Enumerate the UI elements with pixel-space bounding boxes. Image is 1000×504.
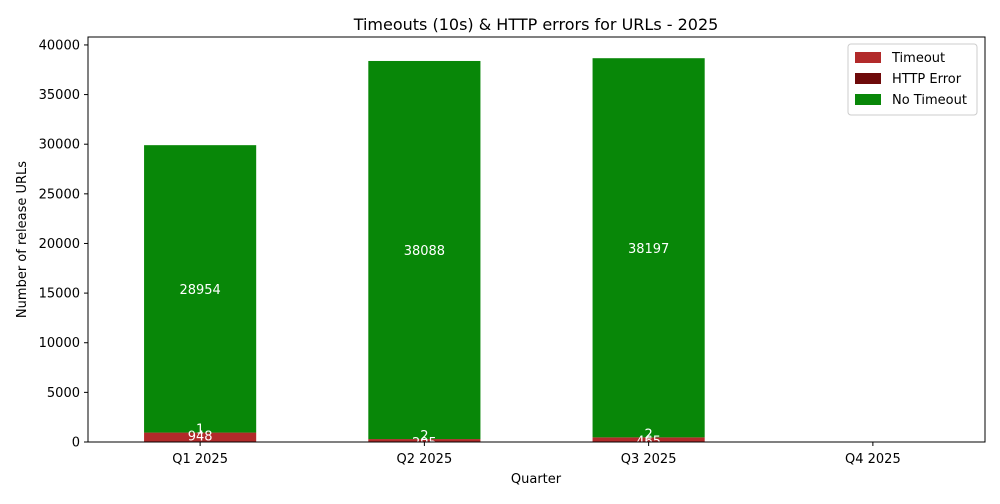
x-tick-label: Q4 2025 [845, 452, 901, 467]
data-label-http-error-1: 1 [196, 423, 204, 438]
legend-label-timeout: Timeout [891, 51, 945, 66]
y-tick-label: 5000 [47, 386, 80, 401]
x-tick-label: Q1 2025 [172, 452, 228, 467]
legend-swatch-timeout [855, 52, 881, 63]
y-tick-label: 15000 [39, 287, 80, 302]
x-axis-label: Quarter [511, 472, 562, 487]
legend-swatch-http-error [855, 73, 881, 84]
y-axis-label: Number of release URLs [15, 161, 30, 318]
data-label-http-error-3: 2 [644, 427, 652, 442]
data-label-no-timeout-1: 28954 [179, 283, 220, 298]
y-tick-label: 30000 [39, 138, 80, 153]
y-tick-label: 25000 [39, 187, 80, 202]
legend: Timeout HTTP Error No Timeout [848, 44, 977, 115]
y-tick-label: 35000 [39, 88, 80, 103]
x-axis: Q1 2025 Q2 2025 Q3 2025 Q4 2025 [172, 442, 900, 467]
legend-label-http-error: HTTP Error [892, 72, 962, 87]
y-tick-label: 20000 [39, 237, 80, 252]
y-tick-label: 10000 [39, 336, 80, 351]
x-tick-label: Q2 2025 [397, 452, 453, 467]
data-label-no-timeout-2: 38088 [404, 244, 445, 259]
legend-label-no-timeout: No Timeout [892, 93, 967, 108]
y-tick-label: 0 [72, 436, 80, 451]
data-label-no-timeout-3: 38197 [628, 242, 669, 257]
chart-title: Timeouts (10s) & HTTP errors for URLs - … [353, 15, 719, 34]
y-tick-label: 40000 [39, 38, 80, 53]
legend-swatch-no-timeout [855, 94, 881, 105]
y-axis: 0 5000 10000 15000 20000 25000 30000 35000 40000 [39, 38, 88, 450]
x-tick-label: Q3 2025 [621, 452, 677, 467]
